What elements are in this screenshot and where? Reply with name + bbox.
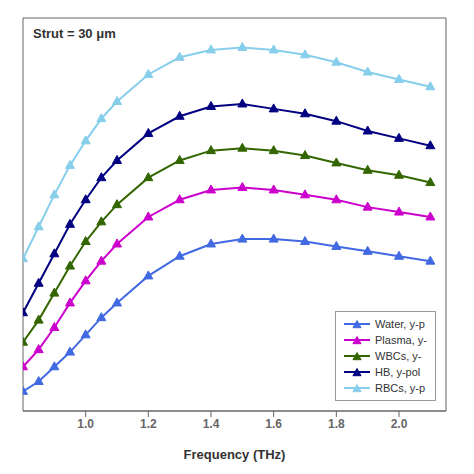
svg-text:Frequency (THz): Frequency (THz) (184, 447, 286, 462)
svg-text:1.6: 1.6 (265, 417, 282, 431)
html-text:Plasma, y-: Plasma, y- (375, 334, 427, 346)
html-text:WBCs, y-: WBCs, y- (375, 350, 422, 362)
html-text:Water, y-p: Water, y-p (375, 318, 425, 330)
svg-text:1.0: 1.0 (77, 417, 94, 431)
html-text:HB, y-pol: HB, y-pol (375, 366, 421, 378)
svg-text:1.8: 1.8 (328, 417, 345, 431)
svg-text:1.4: 1.4 (203, 417, 220, 431)
html-text:RBCs, y-p: RBCs, y-p (375, 382, 426, 394)
svg-text:2.0: 2.0 (391, 417, 408, 431)
svg-text:1.2: 1.2 (140, 417, 157, 431)
html-text:Strut = 30 μm: Strut = 30 μm (33, 26, 116, 41)
